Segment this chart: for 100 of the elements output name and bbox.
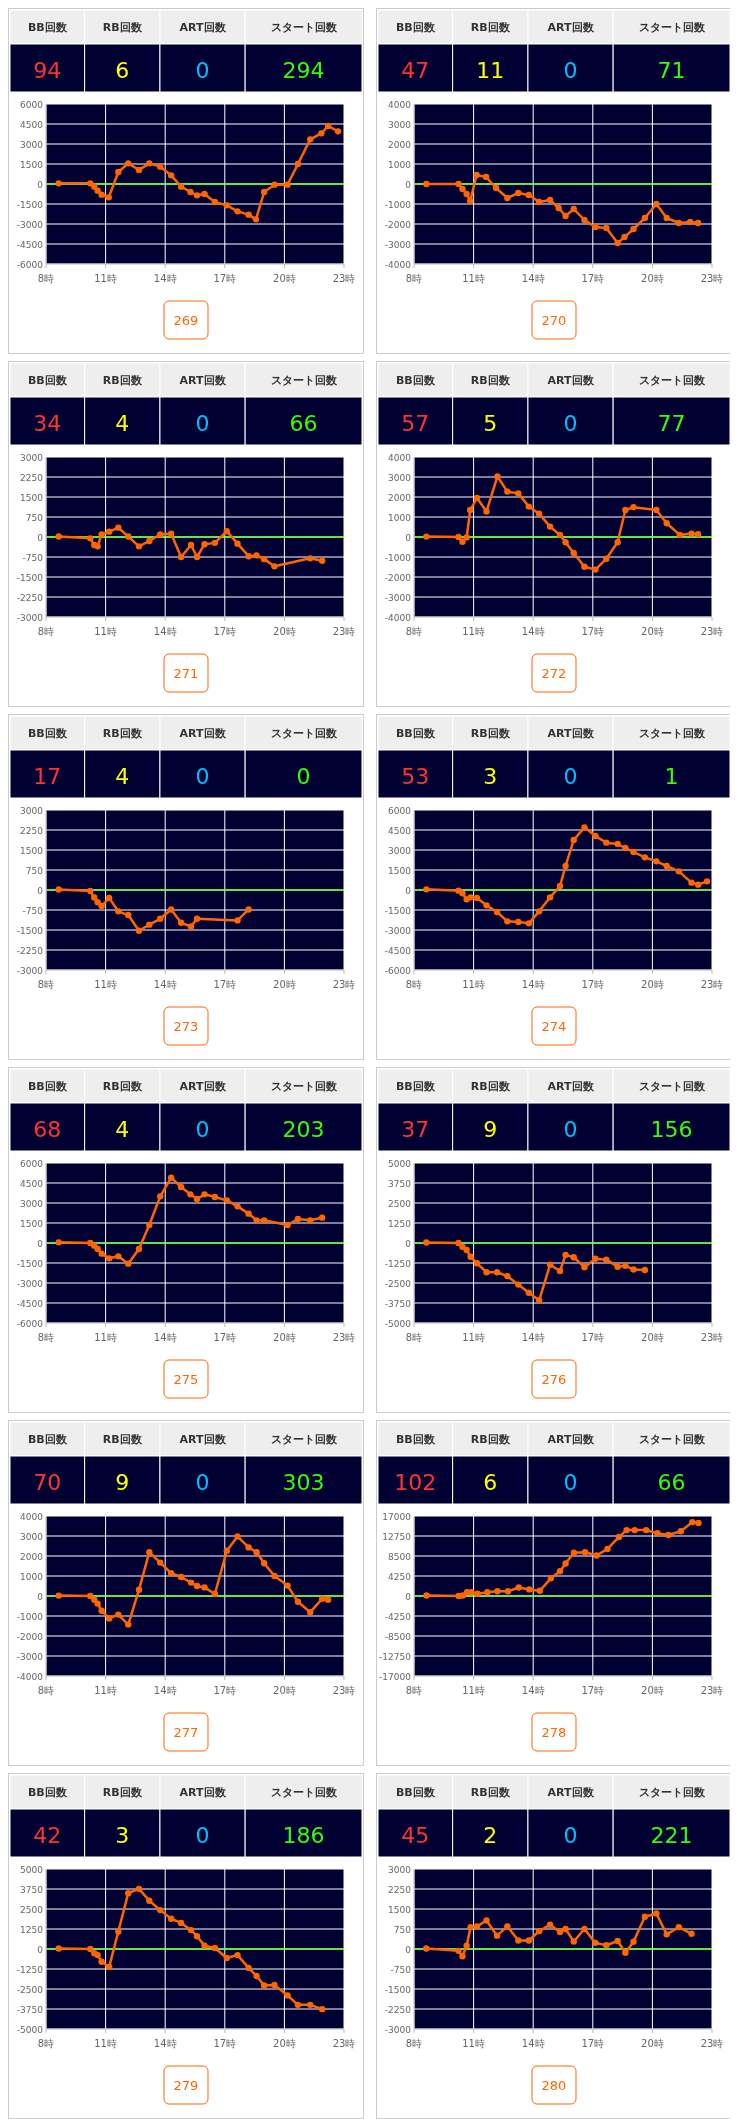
x-tick-label: 14時 [153,273,177,284]
y-tick-label: -6000 [16,1318,44,1329]
x-tick-label: 23時 [332,979,356,990]
point [562,539,569,546]
point [459,1243,466,1251]
point [55,1945,62,1952]
text: RB回数 [470,21,511,34]
point [581,216,588,224]
text: 0 [195,1117,210,1142]
point [675,1923,683,1931]
text: 280 [541,2078,567,2093]
point [653,858,660,865]
y-tick-label: 0 [405,179,412,190]
point [622,844,629,852]
point [253,1217,260,1224]
point [603,555,610,562]
point [423,533,430,540]
point [98,1958,105,1965]
point [423,1945,430,1952]
text: スタート回数 [270,1080,338,1093]
text: 0 [563,764,578,789]
point [604,1545,611,1553]
point [284,1992,291,1999]
y-tick-label: 2000 [20,1551,44,1562]
point [562,1925,569,1933]
point [211,1944,219,1952]
point [423,180,430,188]
point [55,533,62,540]
x-tick-label: 20時 [273,273,296,284]
text: スタート回数 [638,1080,706,1093]
point [641,1913,649,1920]
x-tick-label: 8時 [37,979,55,990]
y-tick-label: -1500 [384,1984,412,1995]
y-tick-label: 17000 [382,1511,412,1522]
point [177,1573,185,1581]
point [592,832,599,840]
point [87,1945,94,1953]
y-tick-label: -2000 [384,572,412,583]
y-tick-label: -1500 [16,572,44,583]
point [253,1549,260,1556]
point [546,1921,554,1928]
point [473,171,480,179]
point [167,530,175,537]
x-tick-label: 11時 [462,273,485,284]
text: ART回数 [547,727,595,740]
text: 274 [541,1019,567,1034]
y-tick-label: -2250 [384,2004,412,2015]
point [556,1267,564,1275]
text: 6 [115,58,130,83]
y-tick-label: -3000 [384,592,412,603]
x-tick-label: 14時 [521,626,545,637]
point [581,1925,588,1933]
point [423,1592,430,1599]
point [467,1923,474,1931]
point [621,233,628,241]
text: 277 [173,1725,199,1740]
x-tick-label: 14時 [153,1685,177,1696]
point [614,1263,621,1270]
y-tick-label: -3000 [16,1651,44,1662]
point [234,540,241,547]
point [234,1203,241,1210]
text: スタート回数 [638,727,706,740]
x-tick-label: 17時 [581,626,605,637]
point [105,894,113,902]
point [467,894,474,901]
y-tick-label: 4000 [388,99,412,110]
point [494,473,501,480]
point [115,1928,122,1935]
x-tick-label: 8時 [37,626,55,637]
point [459,1592,467,1599]
x-tick-label: 23時 [332,2038,356,2049]
point [115,908,122,915]
text: スタート回数 [638,1433,706,1446]
point [318,1595,326,1602]
point [260,1560,268,1567]
x-tick-label: 11時 [462,626,485,637]
y-tick-label: -3000 [16,1278,44,1289]
y-tick-label: 4500 [20,119,44,130]
point [562,862,569,870]
text: BB回数 [395,374,436,387]
text: 0 [563,1823,578,1848]
y-tick-label: -3750 [16,2004,44,2015]
y-tick-label: 8500 [388,1551,412,1562]
text: 203 [282,1117,325,1142]
point [641,214,649,222]
x-tick-label: 17時 [581,1332,605,1343]
point [653,1910,660,1917]
point [234,1533,241,1540]
point [653,506,660,514]
y-tick-label: 3000 [20,1531,44,1542]
text: 0 [563,411,578,436]
point [592,1939,599,1947]
point [483,1269,490,1276]
point [98,902,105,910]
x-tick-label: 14時 [521,1332,545,1343]
point [535,198,543,206]
point [459,185,466,193]
point [94,1600,101,1607]
point [167,1570,175,1577]
point [318,2005,326,2013]
